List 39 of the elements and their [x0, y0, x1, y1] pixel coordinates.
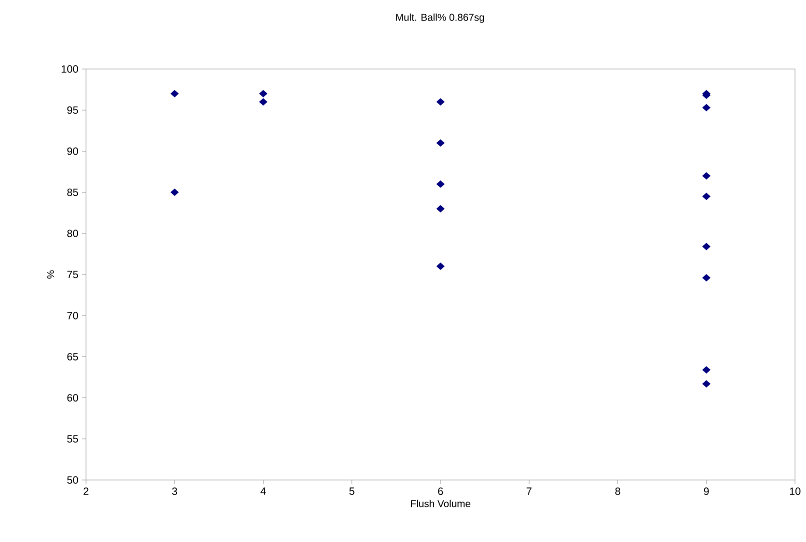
y-tick-label: 80: [67, 230, 78, 238]
y-tick-label: 50: [67, 476, 78, 484]
point: [436, 205, 445, 212]
point: [702, 242, 711, 250]
x-tick-label: 9: [704, 488, 709, 495]
point: [436, 139, 445, 147]
x-tick-label: 5: [349, 488, 354, 495]
y-tick-label: 65: [67, 352, 78, 360]
y-tick-label: 100: [62, 65, 78, 73]
point: [702, 104, 711, 112]
x-tick-label: 3: [172, 488, 178, 495]
x-tick-label: 7: [526, 488, 532, 495]
y-tick-label: 70: [67, 312, 78, 320]
chart-title: Mult. Ball% 0.867sg: [396, 14, 484, 23]
point: [702, 366, 711, 374]
point: [259, 90, 268, 98]
x-tick-label: 6: [438, 488, 443, 495]
point: [259, 98, 268, 106]
point: [702, 274, 711, 282]
y-tick-label: 95: [67, 106, 78, 114]
y-axis-title: %: [47, 270, 54, 279]
x-tick-label: 10: [790, 488, 800, 495]
point: [170, 188, 179, 196]
point: [436, 98, 445, 106]
x-tick-label: 4: [260, 488, 266, 495]
point: [702, 192, 711, 200]
point: [436, 262, 445, 270]
y-tick-label: 90: [67, 147, 78, 155]
y-tick-label: 85: [67, 188, 78, 196]
x-tick-label: 2: [84, 488, 88, 495]
y-tick-label: 55: [67, 435, 78, 443]
y-tick-label: 75: [67, 270, 78, 278]
point: [436, 180, 445, 188]
x-tick-label: 8: [615, 488, 620, 495]
x-axis-title: Flush Volume: [411, 500, 470, 508]
point: [702, 380, 711, 388]
y-tick-label: 60: [67, 394, 78, 402]
point: [702, 172, 711, 180]
point: [170, 90, 179, 98]
